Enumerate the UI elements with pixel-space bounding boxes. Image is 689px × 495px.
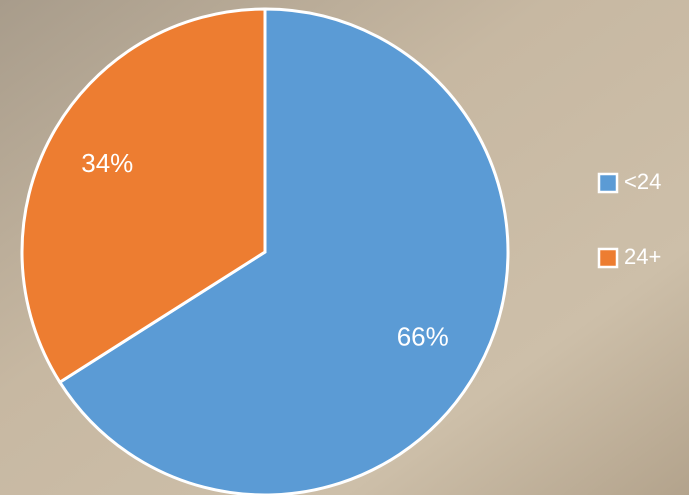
pie-slice [57, 7, 510, 495]
legend-swatch [597, 247, 619, 269]
legend-label: <24 [624, 169, 661, 194]
data-label: 34% [81, 148, 133, 178]
legend-swatch [597, 172, 619, 194]
pie-slice [20, 7, 267, 385]
legend-label: 24+ [624, 244, 661, 269]
data-label: 66% [397, 322, 449, 352]
